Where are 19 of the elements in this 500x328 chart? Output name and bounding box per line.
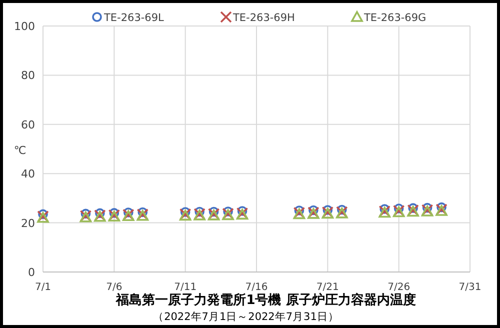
y-tick-label: 20 (21, 216, 35, 230)
x-tick-label: 7/31 (458, 282, 482, 293)
text: 福島第一原子力発電所1号機 原子炉圧力容器内温度 (115, 292, 416, 308)
y-tick-label: 60 (21, 118, 35, 132)
legend-label: TE-263-69L (103, 12, 164, 24)
y-tick-label: 80 (21, 69, 35, 82)
x-tick-label: 7/11 (174, 282, 197, 293)
text: （2022年7月1日～2022年7月31日） (153, 311, 339, 323)
x-tick-label: 7/21 (316, 282, 339, 293)
x-tick-label: 7/16 (245, 282, 268, 293)
x-tick-label: 7/6 (106, 282, 122, 293)
x-tick-label: 7/1 (34, 282, 52, 293)
legend-label: TE-263-69H (232, 12, 295, 24)
y-axis-title: ℃ (14, 144, 26, 157)
y-tick-label: 100 (14, 20, 35, 33)
y-tick-label: 0 (28, 266, 35, 279)
legend-label: TE-263-69G (363, 12, 426, 24)
y-tick-label: 40 (21, 168, 35, 181)
x-tick-label: 7/26 (388, 282, 410, 293)
